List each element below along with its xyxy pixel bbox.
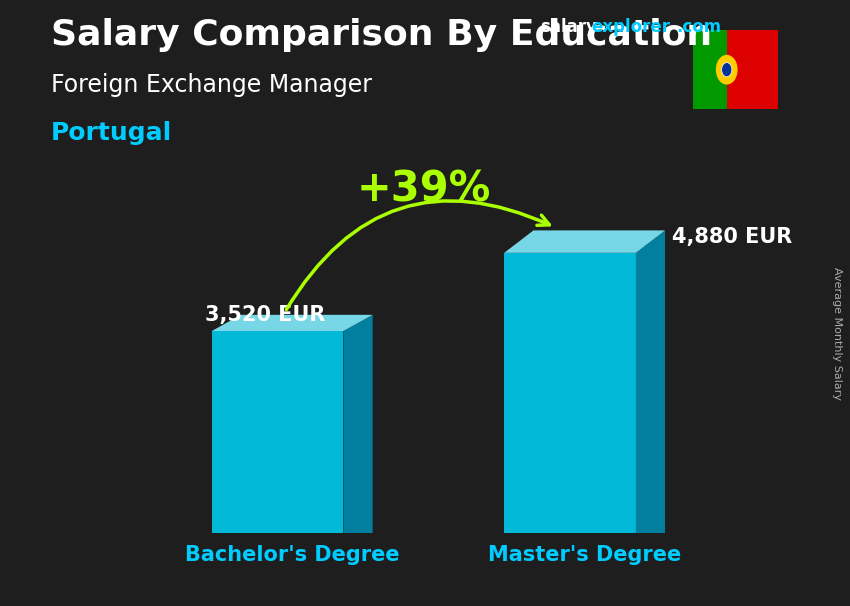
Text: explorer: explorer <box>591 18 670 36</box>
Polygon shape <box>212 315 372 331</box>
Polygon shape <box>636 230 665 533</box>
Text: Master's Degree: Master's Degree <box>488 545 681 565</box>
Text: Foreign Exchange Manager: Foreign Exchange Manager <box>51 73 372 97</box>
Polygon shape <box>693 30 727 109</box>
Text: +39%: +39% <box>357 168 491 210</box>
Circle shape <box>717 56 737 84</box>
Polygon shape <box>212 331 343 533</box>
Text: salary: salary <box>540 18 597 36</box>
Text: Bachelor's Degree: Bachelor's Degree <box>185 545 400 565</box>
Text: 4,880 EUR: 4,880 EUR <box>672 227 792 247</box>
Polygon shape <box>693 30 778 109</box>
Text: Salary Comparison By Education: Salary Comparison By Education <box>51 18 712 52</box>
Polygon shape <box>504 253 636 533</box>
Text: Average Monthly Salary: Average Monthly Salary <box>832 267 842 400</box>
Text: .com: .com <box>676 18 721 36</box>
Circle shape <box>722 62 732 77</box>
Text: 3,520 EUR: 3,520 EUR <box>205 305 325 325</box>
Polygon shape <box>504 230 665 253</box>
Text: Portugal: Portugal <box>51 121 173 145</box>
Polygon shape <box>343 315 372 533</box>
